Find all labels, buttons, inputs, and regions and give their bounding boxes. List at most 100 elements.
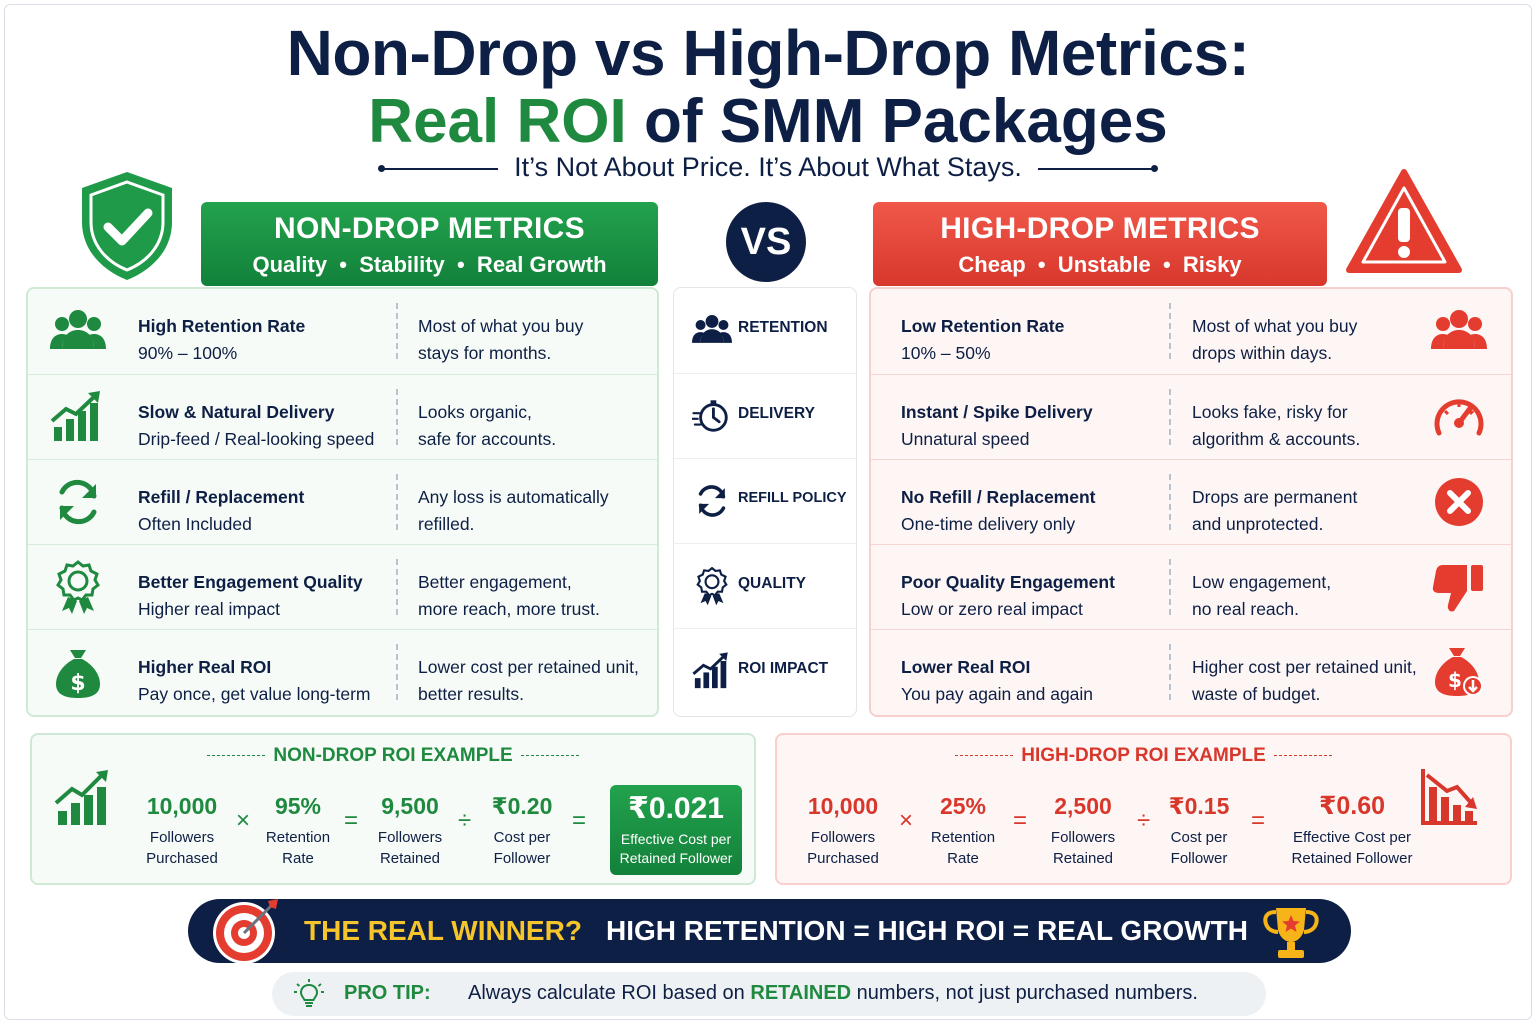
x-circle-icon [1431,474,1487,530]
row-description-line-1: Looks organic, [418,402,532,422]
money-bag-down-icon: $ [1431,644,1487,700]
pro-tip-highlight: RETAINED [750,982,852,1004]
example-caption-1: Cost per [493,829,551,846]
row-title: No Refill / Replacement [901,487,1096,507]
example-caption-2: Follower [1170,850,1228,867]
comparison-row: Better Engagement Quality Higher real imp… [28,544,657,629]
operator-symbol: ÷ [1137,807,1151,834]
tagline-text: It’s Not About Price. It’s About What St… [514,152,1022,182]
row-description-line-2: algorithm & accounts. [1192,429,1361,449]
example-caption-1: Followers [810,829,876,846]
row-title: Poor Quality Engagement [901,572,1115,592]
category-row: DELIVERY [674,373,856,458]
row-description-line-2: no real reach. [1192,599,1300,619]
comparison-row: Poor Quality Engagement Low or zero real … [871,544,1511,629]
row-description: Lower cost per retained unit, better resu… [418,654,639,708]
high-drop-example-heading-text: HIGH-DROP ROI EXAMPLE [1021,745,1266,766]
money-bag-icon: $ [50,644,106,700]
pro-tip-label: PRO TIP: [344,982,431,1004]
example-caption: Followers Purchased [122,827,242,869]
category-label: DELIVERY [738,405,815,422]
category-row: QUALITY [674,543,856,628]
pro-tip-text: Always calculate ROI based on RETAINED n… [468,982,1198,1005]
row-description-line-2: waste of budget. [1192,684,1321,704]
title-rest: of SMM Packages [626,87,1168,156]
non-drop-banner: NON-DROP METRICS Quality • Stability • R… [201,202,658,286]
users-icon [692,310,732,350]
result-caption-1: Effective Cost per [620,831,732,847]
row-divider [396,474,398,530]
row-description-line-2: refilled. [418,514,475,534]
row-divider [396,389,398,445]
row-divider [396,303,398,359]
row-description: Looks fake, risky for algorithm & account… [1192,399,1360,453]
row-description-line-2: and unprotected. [1192,514,1324,534]
row-title: Low Retention Rate [901,316,1065,336]
non-drop-panel: High Retention Rate 90% – 100% Most of wha… [26,287,659,717]
page-frame [4,4,1532,1020]
row-divider [1169,644,1171,700]
operator-symbol: = [1013,807,1028,834]
example-value: 10,000 [146,793,218,819]
example-caption-1: Retention [930,829,996,846]
pro-tip: PRO TIP: Always calculate ROI based on R… [272,972,1266,1016]
row-description-line-2: drops within days. [1192,343,1333,363]
category-label: QUALITY [738,575,807,592]
comparison-row: $ Higher Real ROI Pay once, get value long… [28,629,657,714]
category-label: ROI IMPACT [738,660,829,677]
row-title-block: Lower Real ROI You pay again and again [901,654,1093,708]
award-badge-icon [692,566,732,606]
tagline-rule-left [378,164,499,172]
winner-question: THE REAL WINNER? [304,915,582,946]
tagline-rule-right [1037,164,1158,172]
refresh-icon [692,481,732,521]
non-drop-roi-example: NON-DROP ROI EXAMPLE ₹0.021 Effective Co… [30,733,756,885]
result-caption-2: Retained Follower [1291,850,1413,867]
pro-tip-before: Always calculate ROI based on [468,982,751,1004]
example-caption-2: Retained [379,850,441,867]
high-drop-title: HIGH-DROP METRICS [940,212,1260,245]
operator-symbol: = [572,807,587,834]
row-description-line-1: Lower cost per retained unit, [418,657,639,677]
row-description: Low engagement, no real reach. [1192,569,1331,623]
result-value: ₹0.021 [628,792,724,825]
example-value: 25% [939,793,987,819]
non-drop-example-heading: NON-DROP ROI EXAMPLE [32,745,754,767]
row-description-line-1: Looks fake, risky for [1192,402,1348,422]
example-caption: Cost per Follower [462,827,582,869]
row-divider [1169,389,1171,445]
row-subtitle: Often Included [138,514,252,534]
row-description: Drops are permanent and unprotected. [1192,484,1357,538]
row-divider [1169,474,1171,530]
category-row: REFILL POLICY [674,458,856,543]
row-description-line-1: Any loss is automatically [418,487,609,507]
tagline: It’s Not About Price. It’s About What St… [0,152,1536,183]
title-highlight: Real ROI [368,87,627,156]
thumbs-down-icon [1431,559,1487,615]
high-drop-banner: HIGH-DROP METRICS Cheap • Unstable • Ris… [873,202,1327,286]
category-label: REFILL POLICY [738,490,847,506]
row-subtitle: 90% – 100% [138,343,238,363]
row-title-block: Refill / Replacement Often Included [138,484,304,538]
row-subtitle: Drip-feed / Real-looking speed [138,429,375,449]
svg-text:$: $ [70,671,85,696]
stopwatch-icon [690,396,732,436]
example-caption-1: Followers [377,829,443,846]
operator-symbol: ÷ [458,807,472,834]
row-divider [1169,559,1171,615]
row-title-block: High Retention Rate 90% – 100% [138,313,305,367]
operator-symbol: × [236,807,251,834]
row-subtitle: One-time delivery only [901,514,1076,534]
row-divider [1169,303,1171,359]
row-title: Slow & Natural Delivery [138,402,335,422]
row-description-line-2: more reach, more trust. [418,599,600,619]
row-description: Higher cost per retained unit, waste of b… [1192,654,1417,708]
example-value: 2,500 [1054,793,1112,819]
row-description-line-2: safe for accounts. [418,429,557,449]
winner-answer: HIGH RETENTION = HIGH ROI = REAL GROWTH [606,915,1248,946]
example-caption: Retention Rate [903,827,1023,869]
operator-symbol: = [344,807,359,834]
result-caption-1: Effective Cost per [1292,829,1412,846]
growth-chart-icon [54,770,108,825]
non-drop-title: NON-DROP METRICS [274,212,585,245]
